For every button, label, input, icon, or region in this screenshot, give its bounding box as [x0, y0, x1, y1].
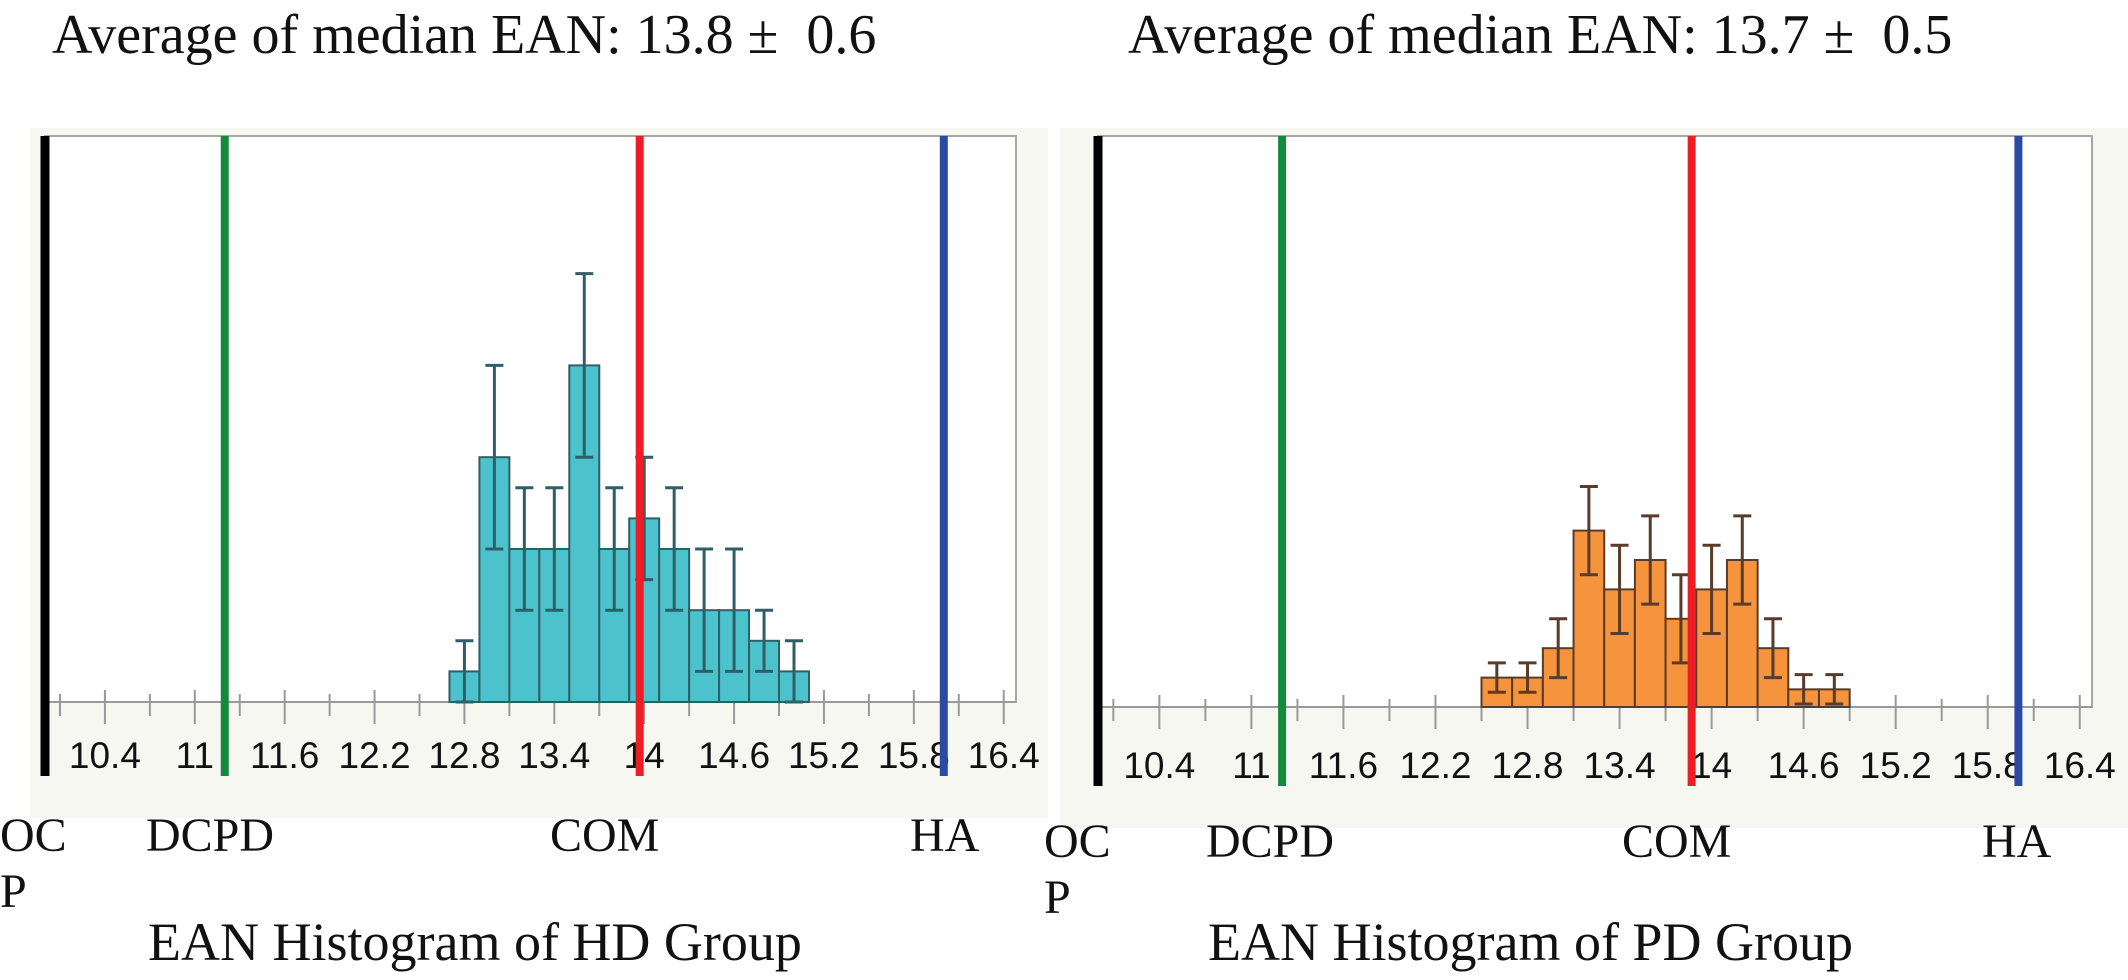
- left-label-com: COM: [550, 809, 660, 862]
- right-chart-title: Average of median EAN: 13.7 ± 0.5: [1128, 4, 1953, 66]
- left-label-ocp: OC P: [0, 809, 67, 918]
- x-tick-label: 15.2: [1860, 745, 1932, 786]
- x-tick-label: 10.4: [1123, 745, 1195, 786]
- left-label-ha: HA: [910, 809, 980, 862]
- x-tick-label: 15.8: [878, 735, 950, 776]
- x-tick-label: 11.6: [1309, 745, 1378, 786]
- histogram-bar: [1725, 559, 1759, 708]
- x-tick-label: 14.6: [1768, 745, 1840, 786]
- x-tick-label: 11: [1232, 745, 1270, 786]
- left-label-dcpd: DCPD: [146, 809, 275, 862]
- right-label-com: COM: [1622, 815, 1732, 868]
- x-tick-label: 11.6: [250, 735, 319, 776]
- x-tick-label: 12.8: [1492, 745, 1564, 786]
- x-tick-label: 12.8: [428, 735, 500, 776]
- x-tick-label: 16.4: [2044, 745, 2116, 786]
- x-tick-label: 13.4: [518, 735, 590, 776]
- x-tick-label: 13.4: [1584, 745, 1656, 786]
- x-tick-label: 16.4: [968, 735, 1040, 776]
- right-chart-caption: EAN Histogram of PD Group: [1208, 912, 1853, 972]
- right-label-ha: HA: [1982, 815, 2052, 868]
- right-label-ocp: OC P: [1044, 815, 1111, 924]
- x-tick-label: 12.2: [339, 735, 411, 776]
- x-tick-label: 14.6: [698, 735, 770, 776]
- x-tick-label: 11: [176, 735, 214, 776]
- x-tick-label: 14: [624, 735, 665, 776]
- x-tick-label: 12.2: [1399, 745, 1471, 786]
- x-tick-label: 14: [1691, 745, 1732, 786]
- x-tick-label: 15.8: [1952, 745, 2024, 786]
- x-tick-label: 15.2: [788, 735, 860, 776]
- left-chart-caption: EAN Histogram of HD Group: [148, 912, 802, 972]
- right-label-dcpd: DCPD: [1206, 815, 1335, 868]
- x-tick-label: 10.4: [69, 735, 141, 776]
- left-chart-title: Average of median EAN: 13.8 ± 0.6: [52, 4, 877, 66]
